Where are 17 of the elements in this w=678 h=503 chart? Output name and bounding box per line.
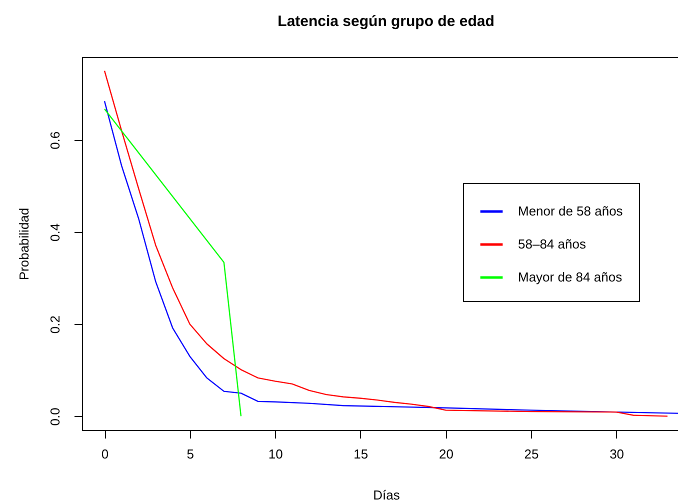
x-tick-label: 15 xyxy=(354,446,368,462)
legend-label: Mayor de 84 años xyxy=(518,270,623,284)
x-tick-label: 25 xyxy=(524,446,539,462)
x-tick-label: 5 xyxy=(186,446,194,462)
y-tick-label: 0.2 xyxy=(48,316,62,334)
y-axis-title: Probabilidad xyxy=(16,208,32,280)
x-axis-title: Días xyxy=(373,488,400,502)
y-tick-label: 0.6 xyxy=(48,131,62,150)
chart-title: Latencia según grupo de edad xyxy=(278,13,494,30)
x-tick-label: 20 xyxy=(438,446,454,462)
x-tick-label: 10 xyxy=(268,446,283,462)
y-tick-label: 0.0 xyxy=(48,408,62,426)
y-tick-label: 0.4 xyxy=(48,223,62,242)
x-tick-label: 0 xyxy=(101,446,109,462)
legend-label: 58–84 años xyxy=(518,236,586,252)
x-tick-label: 30 xyxy=(610,446,624,462)
legend-label: Menor de 58 años xyxy=(518,204,624,218)
